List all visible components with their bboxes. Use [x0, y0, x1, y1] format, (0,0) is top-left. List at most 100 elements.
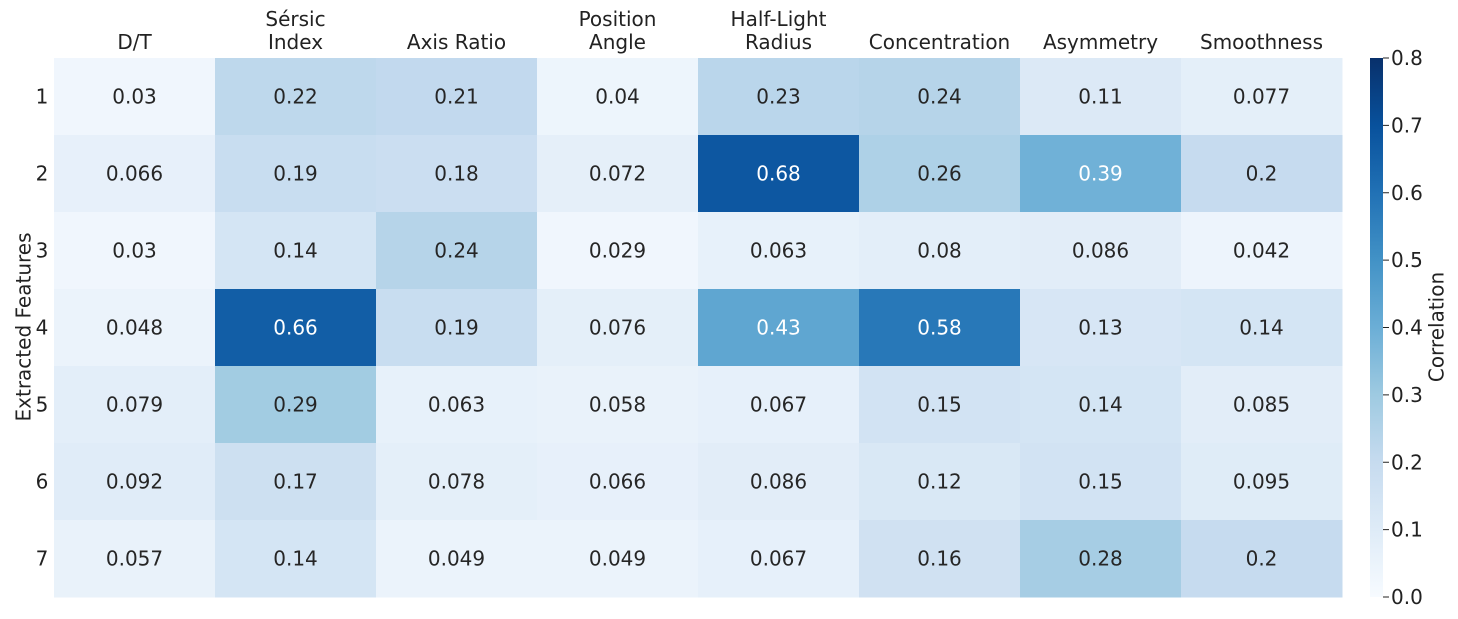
heatmap-cell	[376, 520, 538, 598]
y-axis-label: Extracted Features	[12, 233, 36, 422]
cell-value-label: 0.15	[917, 393, 962, 417]
heatmap-cell	[1020, 289, 1182, 367]
heatmap-cell	[1181, 212, 1343, 290]
cell-value-label: 0.12	[917, 470, 962, 494]
cell-value-label: 0.042	[1233, 239, 1290, 263]
heatmap-cell	[537, 443, 699, 521]
heatmap-cell	[698, 520, 860, 598]
colorbar-tick-label: 0.1	[1391, 518, 1423, 542]
cell-value-label: 0.2	[1246, 162, 1278, 186]
heatmap-cell	[537, 289, 699, 367]
cell-value-label: 0.19	[434, 316, 479, 340]
heatmap-cell	[1181, 366, 1343, 444]
heatmap-cell	[1020, 58, 1182, 136]
heatmap-cell	[376, 289, 538, 367]
heatmap-cell	[1020, 520, 1182, 598]
cell-value-label: 0.29	[273, 393, 318, 417]
cell-value-label: 0.078	[428, 470, 485, 494]
cell-value-label: 0.11	[1078, 85, 1123, 109]
heatmap-cell	[215, 366, 377, 444]
cell-value-label: 0.23	[756, 85, 801, 109]
colorbar-gradient	[1370, 58, 1383, 597]
heatmap-cell	[376, 366, 538, 444]
heatmap-cell	[54, 443, 216, 521]
heatmap-cell	[215, 212, 377, 290]
cell-value-label: 0.066	[106, 162, 163, 186]
cell-value-label: 0.14	[1078, 393, 1123, 417]
cell-value-label: 0.2	[1246, 547, 1278, 571]
cell-value-label: 0.19	[273, 162, 318, 186]
cell-value-label: 0.22	[273, 85, 318, 109]
heatmap-cell	[215, 135, 377, 213]
heatmap-cell	[859, 289, 1021, 367]
cell-value-label: 0.18	[434, 162, 479, 186]
heatmap-cell	[376, 135, 538, 213]
heatmap-cell	[537, 58, 699, 136]
cell-value-label: 0.17	[273, 470, 318, 494]
colorbar-tick-label: 0.3	[1391, 383, 1423, 407]
heatmap-cell	[537, 520, 699, 598]
cell-value-label: 0.14	[273, 239, 318, 263]
colorbar-tick-label: 0.7	[1391, 113, 1423, 137]
row-label: 4	[36, 316, 49, 340]
cell-value-label: 0.079	[106, 393, 163, 417]
cell-value-label: 0.03	[112, 85, 157, 109]
heatmap-cells: 0.03 0.22 0.21 0.04 0.23 0.24 0.11 0.077 0.066 0.…	[54, 58, 1343, 598]
cell-value-label: 0.057	[106, 547, 163, 571]
heatmap-cell	[215, 443, 377, 521]
heatmap-cell	[698, 58, 860, 136]
colorbar-tick-label: 0.6	[1391, 181, 1423, 205]
heatmap-cell	[1181, 443, 1343, 521]
heatmap-cell	[54, 212, 216, 290]
cell-value-label: 0.049	[589, 547, 646, 571]
cell-value-label: 0.063	[750, 239, 807, 263]
heatmap-cell	[1181, 520, 1343, 598]
cell-value-label: 0.066	[589, 470, 646, 494]
cell-value-label: 0.68	[756, 162, 801, 186]
heatmap-cell	[1020, 443, 1182, 521]
row-label: 7	[36, 547, 49, 571]
heatmap-cell	[215, 520, 377, 598]
heatmap-cell	[215, 289, 377, 367]
heatmap-cell	[54, 289, 216, 367]
cell-value-label: 0.08	[917, 239, 962, 263]
colorbar-ticks: 0.0 0.1 0.2 0.3 0.4 0.5 0.6 0.7 0.8	[1383, 46, 1423, 609]
heatmap-cell	[859, 135, 1021, 213]
cell-value-label: 0.04	[595, 85, 640, 109]
cell-value-label: 0.43	[756, 316, 801, 340]
cell-value-label: 0.16	[917, 547, 962, 571]
colorbar-tick-label: 0.0	[1391, 585, 1423, 609]
cell-value-label: 0.029	[589, 239, 646, 263]
heatmap-cell	[54, 135, 216, 213]
cell-value-label: 0.072	[589, 162, 646, 186]
heatmap-cell	[537, 135, 699, 213]
cell-value-label: 0.077	[1233, 85, 1290, 109]
cell-value-label: 0.067	[750, 547, 807, 571]
column-label: Asymmetry	[1043, 30, 1158, 54]
heatmap-cell	[537, 212, 699, 290]
colorbar: 0.0 0.1 0.2 0.3 0.4 0.5 0.6 0.7 0.8 Correlation	[1370, 46, 1449, 609]
row-label: 2	[36, 162, 49, 186]
cell-value-label: 0.048	[106, 316, 163, 340]
cell-value-label: 0.086	[1072, 239, 1129, 263]
heatmap-cell	[859, 366, 1021, 444]
colorbar-tick-label: 0.2	[1391, 450, 1423, 474]
row-label: 6	[36, 470, 49, 494]
heatmap-cell	[215, 58, 377, 136]
cell-value-label: 0.063	[428, 393, 485, 417]
column-label: Sérsic Index	[265, 7, 325, 54]
heatmap-cell	[1020, 135, 1182, 213]
heatmap-cell	[376, 443, 538, 521]
heatmap-cell	[698, 135, 860, 213]
heatmap-cell	[859, 443, 1021, 521]
heatmap-cell	[54, 58, 216, 136]
heatmap-cell	[1020, 212, 1182, 290]
cell-value-label: 0.086	[750, 470, 807, 494]
colorbar-tick-label: 0.5	[1391, 248, 1423, 272]
heatmap-cell	[1181, 135, 1343, 213]
column-label: Position Angle	[579, 7, 657, 54]
heatmap-cell	[376, 212, 538, 290]
cell-value-label: 0.21	[434, 85, 479, 109]
column-label: Half-Light Radius	[731, 7, 827, 54]
row-label: 3	[36, 239, 49, 263]
